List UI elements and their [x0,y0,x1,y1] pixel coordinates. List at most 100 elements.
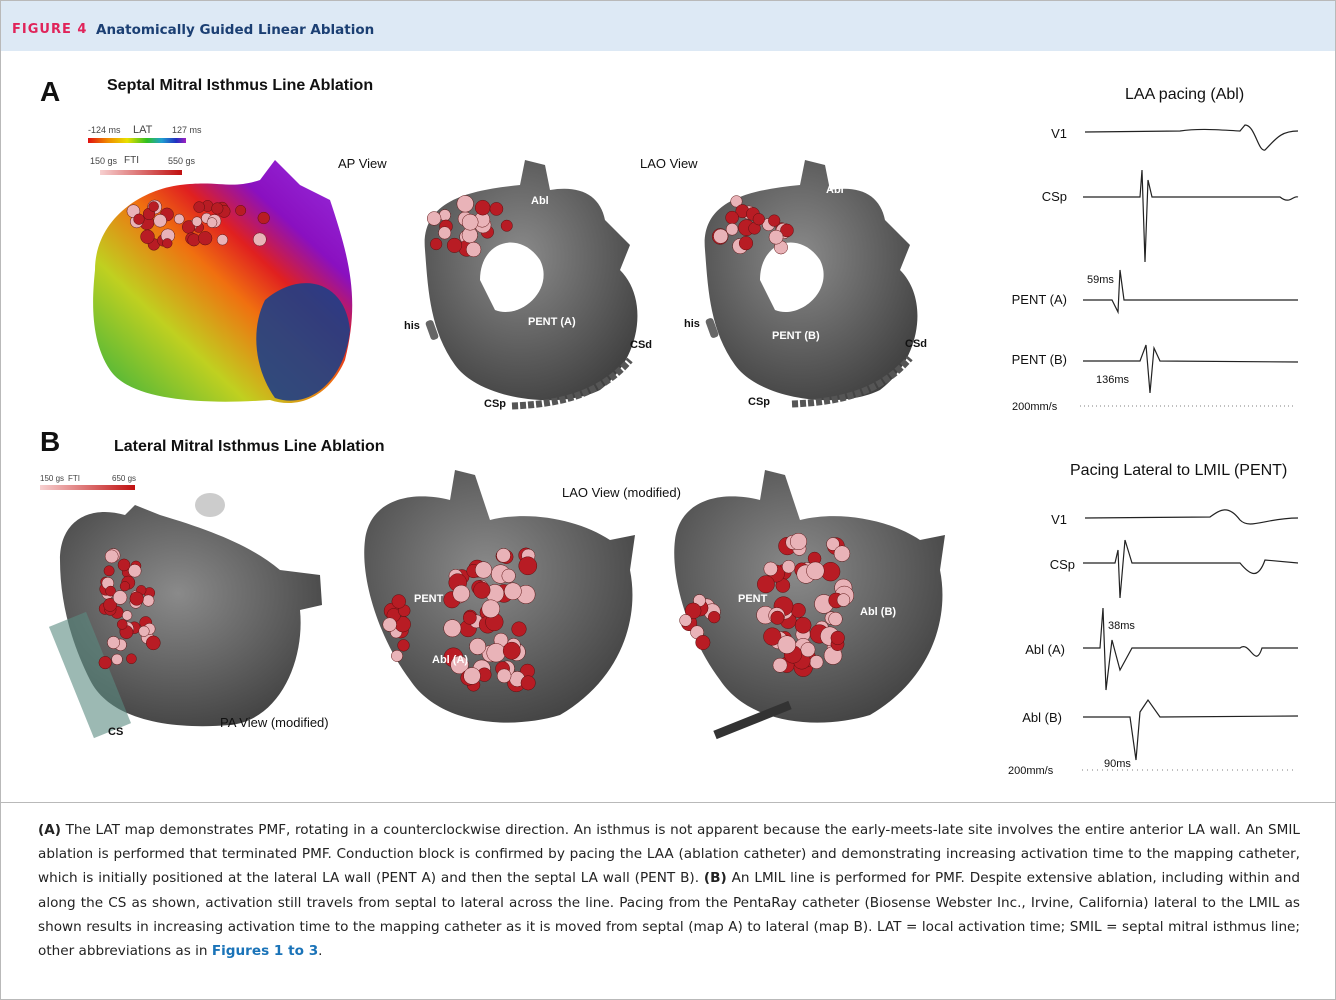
map-label: CSp [748,396,770,408]
map-label: Abl (B) [860,606,896,618]
lat-colorbar [88,138,186,143]
ablation-point [139,626,150,637]
map-label: PENT [414,593,443,605]
ablation-point [769,230,783,244]
map-label: CSd [905,338,927,350]
ablation-point [105,550,118,563]
ablation-point [130,592,144,606]
ablation-point [154,214,167,227]
ablation-point [146,636,160,650]
ablation-point [469,638,485,654]
ablation-point [773,658,787,672]
annotation: 59ms [1087,274,1114,286]
ablation-point [834,546,850,562]
annotation: 90ms [1104,758,1131,770]
ablation-point [457,195,474,212]
panel-letter: A [40,76,60,108]
ablation-point [782,560,795,573]
map-label: CS [108,726,123,738]
ablation-point [120,581,130,591]
ablation-point [391,650,402,661]
ablation-point [104,566,114,576]
caption: (A) The LAT map demonstrates PMF, rotati… [38,818,1300,963]
ablation-point [217,234,228,245]
legend-label: 650 gs [112,474,136,483]
legend-label: 127 ms [172,125,202,135]
ablation-point [198,231,212,245]
fti-colorbar [40,485,135,490]
channel-label: V1 [967,512,1067,527]
map-label: Abl [826,184,844,196]
ablation-point [806,562,824,580]
ablation-point [207,218,217,228]
map-label: Abl [531,195,549,207]
ablation-point [487,643,506,662]
ablation-point [113,591,127,605]
ablation-point [829,612,843,626]
channel-label: V1 [967,126,1067,141]
ablation-point [497,669,511,683]
ablation-point [503,642,520,659]
ablation-point [141,230,155,244]
ablation-point [126,654,136,664]
divider [0,802,1336,803]
ablation-point [474,582,491,599]
map-label: PENT (A) [528,316,576,328]
ablation-point [680,614,692,626]
ablation-point [708,611,720,623]
legend-label: FTI [124,155,139,166]
legend-label: 550 gs [168,156,195,166]
channel-label: CSp [967,189,1067,204]
view-label: LAO View [640,156,698,171]
figure-art [0,0,1336,800]
ablation-point [512,622,527,637]
ablation-point [726,223,738,235]
ablation-point [521,676,535,690]
ecg-traces [1080,125,1298,770]
ablation-point [128,564,141,577]
speed-label: 200mm/s [1008,765,1053,777]
ablation-point [143,595,154,606]
caption-text: . [318,943,322,959]
ablation-point [427,212,441,226]
ablation-point [831,631,845,645]
ablation-point [496,548,510,562]
ablation-point [753,213,765,225]
map-label: his [684,318,700,330]
ablation-point [134,214,145,225]
ablation-point [235,205,245,215]
ablation-point [757,576,774,593]
map-label: Abl (A) [432,654,468,666]
speed-label: 200mm/s [1012,401,1057,413]
ablation-point [810,655,823,668]
ablation-point [739,236,753,250]
annotation: 136ms [1096,374,1129,386]
ablation-point [383,618,397,632]
ablation-point [837,594,850,607]
trace-title: Pacing Lateral to LMIL (PENT) [1070,462,1287,480]
ablation-point [475,200,490,215]
lat-map-region [256,283,350,401]
heart-model [674,470,945,723]
panel-title: Lateral Mitral Isthmus Line Ablation [114,438,385,456]
ablation-point [713,229,727,243]
ablation-point [174,214,184,224]
figure-link[interactable]: Figures 1 to 3 [212,943,318,959]
ablation-point [194,202,205,213]
ablation-point [112,654,123,665]
ablation-point [438,227,451,240]
map-label: his [404,320,420,332]
fti-colorbar [100,170,182,175]
page: {"header": {"label": "FIGURE 4", "title"… [0,0,1336,1000]
ablation-point [118,559,130,571]
map-label: CSp [484,398,506,410]
channel-label: PENT (A) [967,292,1067,307]
ablation-point [519,557,537,575]
legend-label: 150 gs [90,156,117,166]
caption-label: (B) [704,870,727,886]
ablation-point [192,217,202,227]
channel-label: Abl (B) [962,710,1062,725]
view-label: LAO View (modified) [562,485,681,500]
ablation-point [475,562,492,579]
catheter [715,705,790,735]
